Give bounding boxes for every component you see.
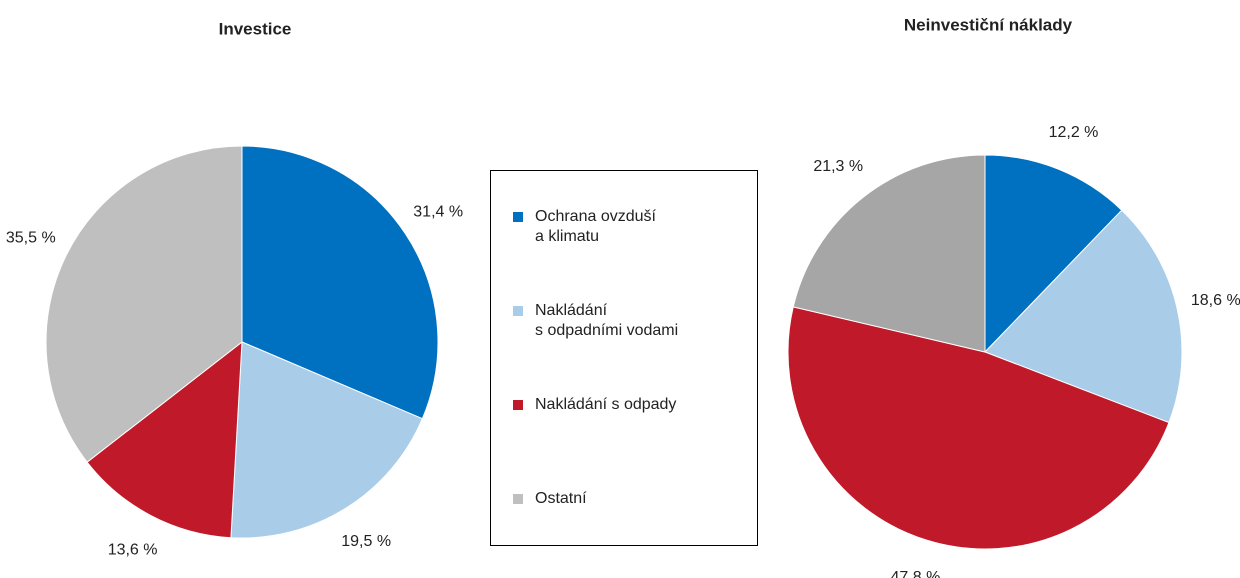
legend: Ochrana ovzduší a klimatu Nakládání s odp… — [490, 170, 758, 546]
pie-slice — [984, 154, 1123, 354]
legend-label: Ostatní — [535, 490, 587, 507]
pie-slice — [792, 154, 986, 353]
legend-swatch — [513, 400, 523, 410]
legend-swatch — [513, 212, 523, 222]
pie-slice — [86, 340, 243, 539]
data-label: 47,8 % — [891, 569, 941, 578]
pie-slice — [230, 341, 424, 539]
legend-swatch — [513, 494, 523, 504]
pie-slice — [984, 209, 1183, 424]
legend-label: Nakládání s odpady — [535, 396, 677, 413]
pie-slice — [241, 145, 439, 420]
legend-item: Ochrana ovzduší a klimatu — [513, 207, 757, 301]
data-label: 21,3 % — [813, 158, 863, 175]
pie-slice — [787, 306, 1170, 550]
chart-title: Neinvestiční náklady — [904, 15, 1073, 34]
data-label: 18,6 % — [1191, 292, 1240, 309]
data-label: 35,5 % — [6, 230, 56, 247]
data-label: 31,4 % — [413, 203, 463, 220]
data-label: 12,2 % — [1049, 124, 1099, 141]
data-label: 13,6 % — [108, 541, 158, 558]
legend-swatch — [513, 306, 523, 316]
chart-title: Investice — [219, 19, 292, 38]
pie-slice — [45, 145, 243, 463]
legend-label: Nakládání s odpadními vodami — [535, 302, 679, 339]
legend-item: Nakládání s odpadními vodami — [513, 301, 757, 395]
legend-item: Ostatní — [513, 489, 757, 578]
legend-item: Nakládání s odpady — [513, 395, 757, 489]
legend-label: Ochrana ovzduší a klimatu — [535, 208, 656, 245]
data-label: 19,5 % — [341, 533, 391, 550]
